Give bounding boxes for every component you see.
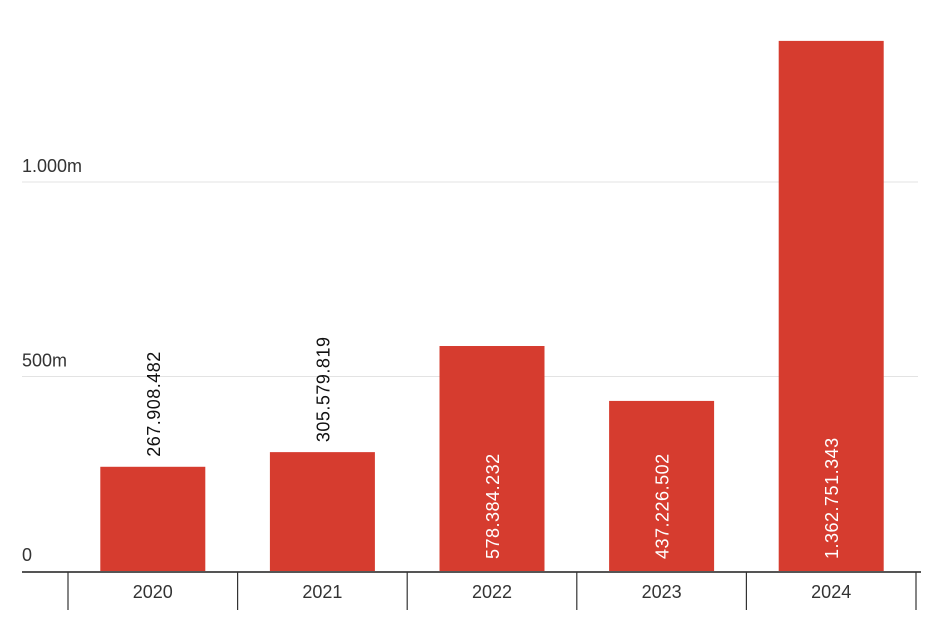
x-tick-label-2022: 2022 xyxy=(472,582,512,602)
bar-2021 xyxy=(269,452,375,571)
x-axis-category-labels: 2020 2021 2022 2023 2024 xyxy=(133,582,851,602)
value-label-2020: 267.908.482 xyxy=(144,351,164,457)
x-axis xyxy=(22,571,921,610)
bar-2022 xyxy=(439,346,545,571)
bars xyxy=(100,40,884,572)
y-tick-label: 0 xyxy=(22,545,32,565)
y-tick-label: 500m xyxy=(22,351,67,371)
y-axis-tick-labels: 0 500m 1.000m xyxy=(22,156,82,565)
bar-2024 xyxy=(778,40,884,572)
x-tick-label-2020: 2020 xyxy=(133,582,173,602)
bar-2020 xyxy=(100,466,206,571)
value-label-2024: 1.362.751.343 xyxy=(822,437,842,559)
value-label-2023: 437.226.502 xyxy=(653,453,673,559)
x-tick-label-2023: 2023 xyxy=(642,582,682,602)
value-labels: 267.908.482 305.579.819 578.384.232 437.226… xyxy=(144,337,842,559)
x-tick-label-2024: 2024 xyxy=(811,582,851,602)
bar-2023 xyxy=(609,400,715,571)
value-label-2021: 305.579.819 xyxy=(313,337,333,443)
y-tick-label: 1.000m xyxy=(22,156,82,176)
x-tick-label-2021: 2021 xyxy=(302,582,342,602)
value-label-2022: 578.384.232 xyxy=(483,453,503,559)
